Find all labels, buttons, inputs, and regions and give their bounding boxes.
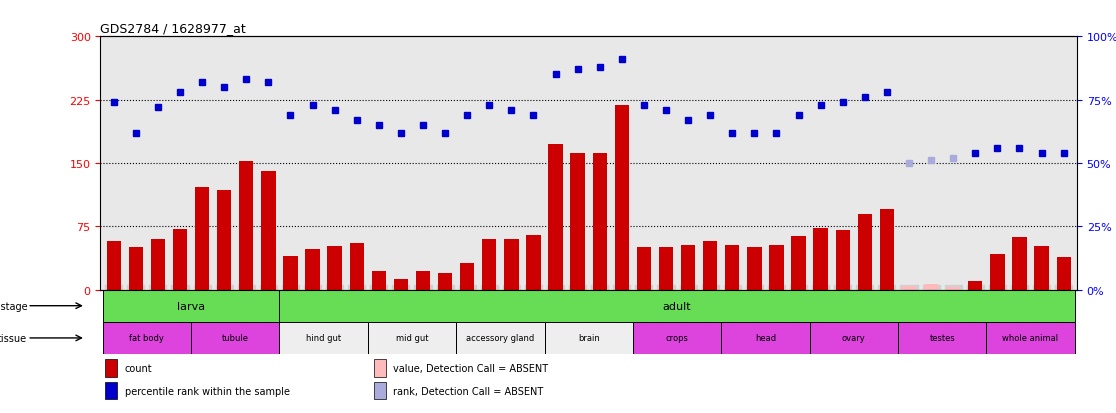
Bar	[969, 281, 982, 290]
Bar	[105, 382, 117, 399]
Bar	[658, 248, 673, 290]
Bar	[460, 263, 474, 290]
Bar	[527, 235, 540, 290]
Bar	[769, 245, 783, 290]
Bar	[349, 244, 364, 290]
Bar	[593, 153, 607, 290]
Text: crops: crops	[665, 334, 689, 343]
Bar	[105, 359, 117, 377]
Bar	[946, 287, 961, 290]
Bar	[902, 287, 916, 290]
Bar	[279, 290, 1075, 322]
Bar	[482, 240, 497, 290]
Bar	[858, 214, 872, 290]
Text: accessory gland: accessory gland	[466, 334, 535, 343]
Bar	[106, 241, 121, 290]
Bar	[239, 162, 253, 290]
Bar	[283, 256, 298, 290]
Bar	[748, 248, 761, 290]
Bar	[633, 322, 721, 354]
Bar	[173, 229, 187, 290]
Bar	[545, 322, 633, 354]
Bar	[394, 279, 408, 290]
Text: hind gut: hind gut	[306, 334, 341, 343]
Bar	[791, 237, 806, 290]
Bar	[504, 240, 519, 290]
Text: value, Detection Call = ABSENT: value, Detection Call = ABSENT	[394, 363, 549, 373]
Text: percentile rank within the sample: percentile rank within the sample	[125, 386, 290, 396]
Text: whole animal: whole animal	[1002, 334, 1059, 343]
Bar	[1012, 237, 1027, 290]
Bar	[437, 273, 452, 290]
Bar	[327, 246, 341, 290]
Bar	[814, 228, 828, 290]
Bar	[570, 153, 585, 290]
Bar	[217, 190, 231, 290]
Bar	[128, 248, 143, 290]
Bar	[836, 231, 850, 290]
Text: tubule: tubule	[222, 334, 249, 343]
Text: mid gut: mid gut	[396, 334, 429, 343]
Text: development stage: development stage	[0, 301, 27, 311]
Text: rank, Detection Call = ABSENT: rank, Detection Call = ABSENT	[394, 386, 543, 396]
Text: larva: larva	[177, 301, 205, 311]
Bar	[1057, 258, 1071, 290]
Text: testes: testes	[930, 334, 955, 343]
Bar	[368, 322, 456, 354]
Bar	[637, 248, 651, 290]
Text: count: count	[125, 363, 153, 373]
Bar	[703, 241, 718, 290]
Bar	[151, 240, 165, 290]
Text: brain: brain	[578, 334, 599, 343]
Text: adult: adult	[663, 301, 692, 311]
Bar	[195, 187, 209, 290]
Bar	[416, 271, 430, 290]
Text: tissue: tissue	[0, 333, 27, 343]
Text: ovary: ovary	[841, 334, 866, 343]
Bar	[456, 322, 545, 354]
Text: fat body: fat body	[129, 334, 164, 343]
Bar	[987, 322, 1075, 354]
Bar	[990, 254, 1004, 290]
Bar	[103, 290, 279, 322]
Bar	[374, 382, 386, 399]
Bar	[809, 322, 898, 354]
Bar	[615, 106, 629, 290]
Bar	[725, 245, 740, 290]
Text: GDS2784 / 1628977_at: GDS2784 / 1628977_at	[100, 22, 247, 35]
Bar	[103, 322, 191, 354]
Bar	[374, 359, 386, 377]
Bar	[1035, 246, 1049, 290]
Bar	[261, 172, 276, 290]
Bar	[898, 322, 987, 354]
Bar	[548, 145, 562, 290]
Bar	[191, 322, 279, 354]
Bar	[721, 322, 809, 354]
Bar	[372, 271, 386, 290]
Bar	[924, 284, 939, 290]
Bar	[879, 210, 894, 290]
Bar	[279, 322, 368, 354]
Bar	[306, 249, 319, 290]
Text: head: head	[754, 334, 776, 343]
Bar	[681, 245, 695, 290]
